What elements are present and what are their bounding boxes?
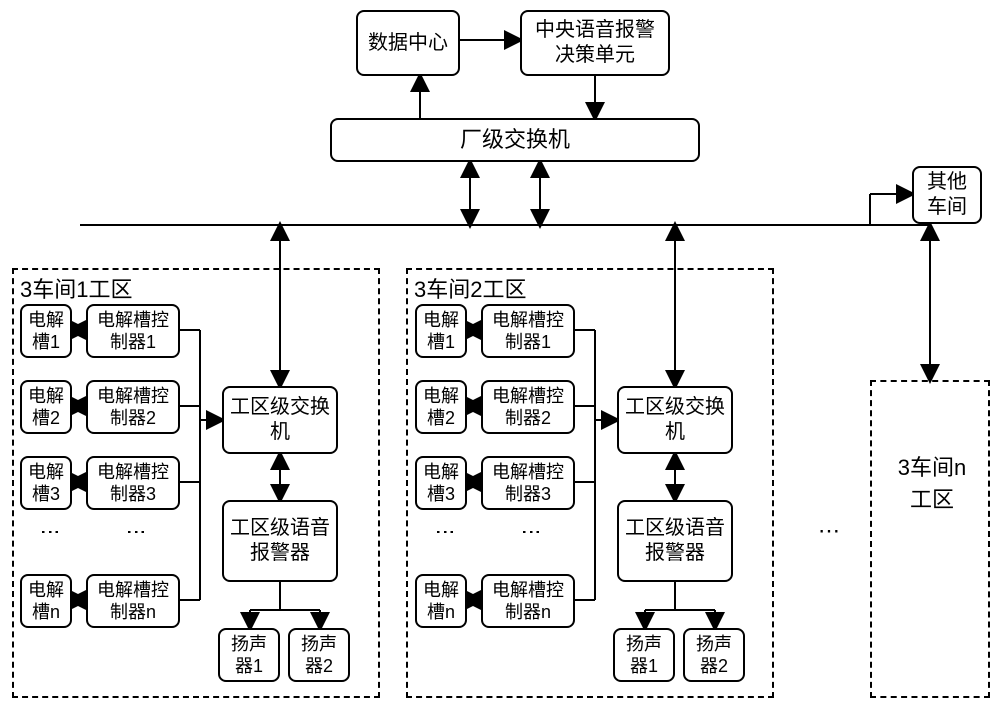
label: 电解槽3 [28, 461, 64, 506]
node-central-alarm: 中央语音报警决策单元 [520, 10, 670, 76]
label: 扬声器1 [621, 633, 667, 678]
z2-ctrl-2: 电解槽控制器2 [481, 380, 575, 434]
z2-speaker-2: 扬声器2 [683, 628, 745, 682]
z1-speaker-1: 扬声器1 [218, 628, 280, 682]
z1-zone-switch: 工区级交换机 [222, 386, 338, 454]
label: 扬声器2 [296, 633, 342, 678]
label: 电解槽2 [423, 385, 459, 430]
zone-1-label: 3车间1工区 [20, 272, 132, 304]
label: 厂级交换机 [460, 126, 570, 154]
z2-zone-switch: 工区级交换机 [617, 386, 733, 454]
label: 扬声器2 [691, 633, 737, 678]
z1-ctrl-n: 电解槽控制器n [86, 574, 180, 628]
label: 工区级交换机 [230, 395, 330, 445]
label: 工区级交换机 [625, 395, 725, 445]
z2-cell-3: 电解槽3 [415, 456, 467, 510]
label: 电解槽控制器n [94, 579, 172, 624]
z1-ctrl-1: 电解槽控制器1 [86, 304, 180, 358]
node-factory-switch: 厂级交换机 [330, 118, 700, 162]
label: 电解槽控制器n [489, 579, 567, 624]
label: 电解槽2 [28, 385, 64, 430]
label: 电解槽3 [423, 461, 459, 506]
z1-cell-1: 电解槽1 [20, 304, 72, 358]
z2-ctrl-3: 电解槽控制器3 [481, 456, 575, 510]
label: 工区级语音报警器 [230, 516, 330, 566]
z2-cell-ellipsis: ⋮ [435, 522, 455, 542]
label: 数据中心 [368, 31, 448, 56]
z1-ctrl-2: 电解槽控制器2 [86, 380, 180, 434]
label: 电解槽1 [423, 309, 459, 354]
zone-n-label-bot: 工区 [910, 487, 954, 512]
z2-cell-1: 电解槽1 [415, 304, 467, 358]
label: 中央语音报警决策单元 [528, 18, 662, 68]
label: 电解槽控制器3 [489, 461, 567, 506]
node-other-workshop: 其他车间 [912, 166, 982, 224]
z2-ctrl-n: 电解槽控制器n [481, 574, 575, 628]
z2-ctrl-1: 电解槽控制器1 [481, 304, 575, 358]
label: 电解槽控制器1 [489, 309, 567, 354]
z1-cell-ellipsis: ⋮ [40, 522, 60, 542]
z1-ctrl-3: 电解槽控制器3 [86, 456, 180, 510]
zone-2-label: 3车间2工区 [414, 272, 526, 304]
label: 电解槽控制器2 [94, 385, 172, 430]
label: 工区级语音报警器 [625, 516, 725, 566]
node-data-center: 数据中心 [356, 10, 460, 76]
z2-cell-2: 电解槽2 [415, 380, 467, 434]
z2-speaker-1: 扬声器1 [613, 628, 675, 682]
z2-zone-alarm: 工区级语音报警器 [617, 500, 733, 582]
z2-ctrl-ellipsis: ⋮ [521, 522, 541, 542]
zone-n-label: 3车间n 工区 [888, 450, 976, 514]
z1-cell-n: 电解槽n [20, 574, 72, 628]
z2-cell-n: 电解槽n [415, 574, 467, 628]
z1-cell-2: 电解槽2 [20, 380, 72, 434]
label: 扬声器1 [226, 633, 272, 678]
label: 其他车间 [920, 170, 974, 220]
label: 电解槽控制器2 [489, 385, 567, 430]
zone-n [870, 380, 990, 698]
label: 电解槽控制器3 [94, 461, 172, 506]
label: 电解槽1 [28, 309, 64, 354]
label: 电解槽n [28, 579, 64, 624]
z1-ctrl-ellipsis: ⋮ [126, 522, 146, 542]
zone-n-label-top: 3车间n [898, 455, 966, 480]
label: 电解槽n [423, 579, 459, 624]
label: 电解槽控制器1 [94, 309, 172, 354]
z1-speaker-2: 扬声器2 [288, 628, 350, 682]
z1-cell-3: 电解槽3 [20, 456, 72, 510]
z1-zone-alarm: 工区级语音报警器 [222, 500, 338, 582]
zones-ellipsis: ⋯ [818, 520, 840, 542]
